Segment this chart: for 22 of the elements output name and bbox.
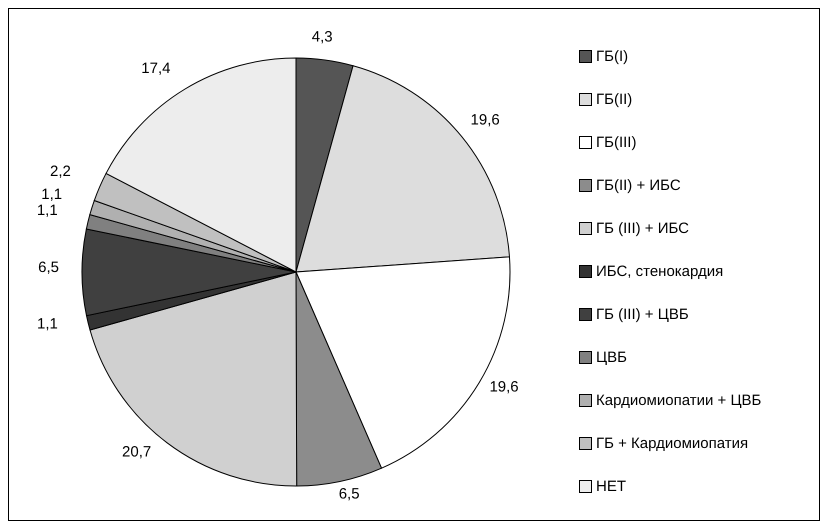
data-label: 2,2 (50, 162, 71, 180)
data-label: 1,1 (37, 316, 58, 333)
data-label: 19,6 (470, 112, 500, 129)
data-label: 1,1 (41, 186, 62, 204)
data-label: 6,5 (38, 258, 59, 276)
data-label: 6,5 (338, 486, 360, 503)
legend-label: ГБ + Кардиомиопатия (596, 435, 748, 452)
legend-label: ГБ(III) (596, 134, 636, 151)
legend-label: НЕТ (596, 478, 626, 495)
data-label: 19,6 (489, 378, 519, 396)
legend-label: ИБС, стенокардия (596, 263, 724, 280)
data-label: 17,4 (141, 60, 171, 78)
data-label: 4,3 (312, 28, 333, 46)
legend-label: ГБ(II) + ИБС (596, 177, 681, 194)
legend-label: ГБ (III) + ИБС (596, 220, 690, 237)
legend-label: ГБ(I) (596, 48, 628, 65)
legend-label: ЦВБ (596, 349, 627, 366)
legend-label: ГБ(II) (596, 91, 632, 108)
legend-label: ГБ (III) + ЦВБ (596, 306, 689, 323)
data-label: 20,7 (122, 444, 152, 461)
data-label: 1,1 (36, 202, 58, 220)
legend-label: Кардиомиопатии + ЦВБ (596, 392, 762, 409)
